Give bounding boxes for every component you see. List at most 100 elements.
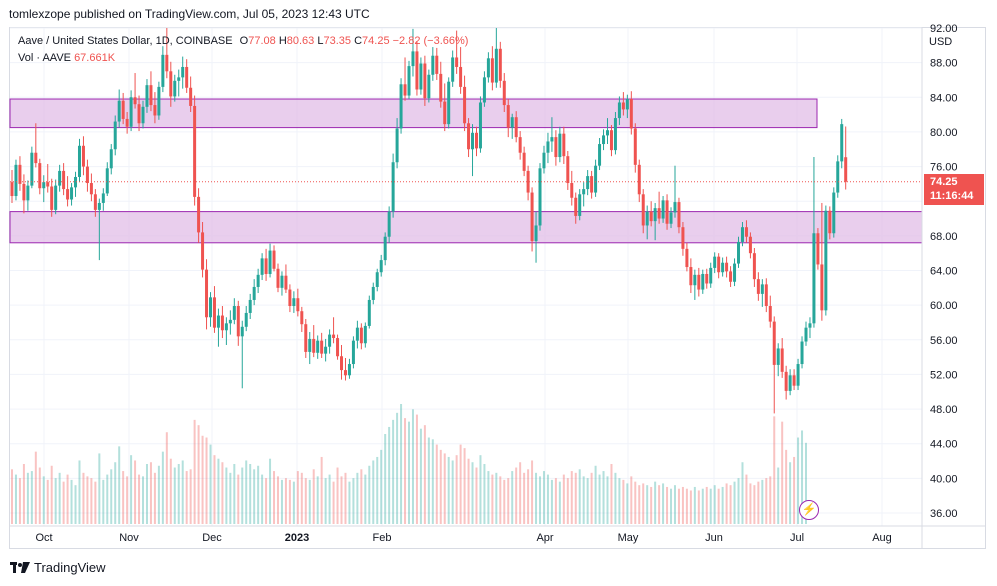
candle-body (411, 51, 415, 67)
volume-bar (265, 478, 268, 524)
candle-body (177, 77, 181, 81)
volume-bar (594, 465, 597, 524)
candle-body (514, 117, 518, 138)
candle-body (744, 227, 748, 237)
volume-bar (173, 467, 176, 524)
volume-bar (574, 472, 577, 524)
volume-bar (646, 485, 649, 524)
volume-bar (745, 474, 748, 524)
volume-bar (261, 474, 264, 524)
volume-bar (606, 476, 609, 524)
candle-body (284, 275, 288, 290)
candle-body (272, 250, 276, 269)
candle-body (518, 137, 522, 153)
volume-bar (626, 483, 629, 524)
candle-body (844, 157, 848, 182)
candle-body (740, 227, 744, 242)
volume-bar (388, 426, 391, 524)
candle-body (236, 306, 240, 337)
volume-bar (400, 404, 403, 524)
candle-body (423, 63, 427, 99)
volume-bar (90, 478, 93, 524)
candle-body (212, 297, 216, 328)
candle-body (308, 338, 312, 352)
volume-bar (300, 472, 303, 524)
candle-body (836, 161, 840, 193)
volume-bar (642, 483, 645, 524)
volume-bar (380, 449, 383, 524)
low-value: 73.35 (323, 35, 352, 47)
time-tick-label: Dec (202, 532, 222, 544)
volume-bar (62, 481, 65, 524)
time-tick-label: May (618, 532, 639, 544)
volume-bar (562, 474, 565, 524)
volume-bar (769, 476, 772, 524)
candle-body (415, 51, 419, 90)
candle-body (709, 267, 713, 284)
candle-body (606, 130, 609, 136)
candle-body (173, 80, 177, 97)
candle-body (38, 163, 42, 189)
candle-body (165, 54, 169, 72)
volume-bar (14, 474, 17, 524)
volume-bar (435, 444, 438, 524)
volume-bar (118, 446, 121, 524)
volume-bar (658, 485, 661, 524)
candle-body (244, 312, 248, 327)
symbol-legend[interactable]: Aave / United States Dollar, 1D, COINBAS… (18, 35, 468, 47)
volume-bar (689, 490, 692, 524)
volume-bar (467, 458, 470, 524)
volume-bar (427, 437, 430, 524)
volume-bar (515, 467, 518, 524)
candle-body (800, 341, 804, 365)
volume-bar (447, 456, 450, 524)
volume-legend[interactable]: Vol · AAVE 67.661K (18, 52, 115, 64)
candle-body (482, 77, 486, 103)
volume-bar (499, 476, 502, 524)
price-tick-label: 36.00 (930, 508, 958, 520)
currency-label[interactable]: USD (929, 36, 953, 48)
volume-bar (491, 474, 494, 524)
volume-bar (709, 488, 712, 524)
volume-bar (352, 478, 355, 524)
volume-bar (785, 449, 788, 524)
candle-body (653, 208, 657, 222)
volume-bar (535, 472, 538, 524)
candle-body (379, 260, 383, 273)
volume-bar (546, 474, 549, 524)
candle-body (478, 102, 482, 149)
volume-bar (725, 483, 728, 524)
candle-body (407, 66, 411, 96)
volume-bar (618, 478, 621, 524)
candle-body (193, 105, 197, 197)
volume-bar (554, 478, 557, 524)
candle-body (812, 233, 816, 324)
candle-body (54, 185, 58, 210)
lightning-icon[interactable]: ⚡ (799, 500, 819, 520)
candle-body (494, 48, 498, 83)
volume-bar (149, 462, 152, 524)
candle-body (189, 87, 193, 106)
volume-bar (46, 479, 49, 524)
candle-body (248, 299, 252, 313)
candle-body (359, 327, 363, 344)
candle-body (828, 210, 832, 234)
volume-bar (634, 481, 637, 524)
candle-body (617, 102, 621, 119)
candle-body (185, 66, 189, 88)
candle-body (681, 227, 685, 249)
price-tick-label: 92.00 (930, 23, 958, 35)
volume-bar (308, 479, 311, 524)
candle-body (232, 306, 236, 320)
candle-body (486, 58, 490, 78)
candle-body (50, 186, 54, 210)
candle-body (808, 323, 812, 328)
volume-bar (189, 469, 192, 524)
high-value: 80.63 (286, 35, 315, 47)
candle-body (113, 121, 117, 150)
candle-body (300, 311, 304, 325)
volume-bar (801, 430, 804, 524)
candle-body (30, 152, 34, 186)
footer-brand[interactable]: TradingView (10, 560, 106, 575)
